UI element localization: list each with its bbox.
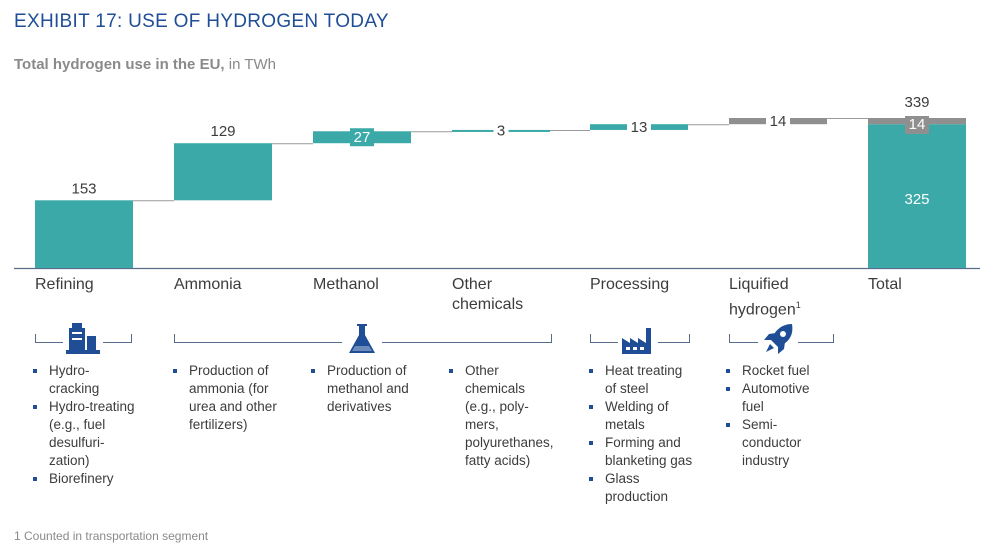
total-grey-label-bg: [905, 116, 929, 134]
bar-total-teal: [868, 124, 966, 268]
category-label-methanol: Methanol: [313, 276, 379, 293]
category-label-ammonia: Ammonia: [174, 276, 242, 293]
uses-list-liquified: Rocket fuel Automotive fuel Semi- conduc…: [726, 362, 810, 470]
exhibit-title: EXHIBIT 17: USE OF HYDROGEN TODAY: [14, 11, 389, 32]
value-label-bg-methanol: [350, 128, 374, 147]
value-label-bg-processing: [627, 118, 651, 137]
value-label-ammonia: 129: [210, 123, 235, 140]
list-item: Hydro- cracking: [33, 362, 135, 398]
uses-list-processing: Heat treating of steel Welding of metals…: [589, 362, 692, 506]
value-label-refining: 153: [71, 180, 96, 197]
list-item: Production of ammonia (for urea and othe…: [173, 362, 277, 434]
uses-list-refining: Hydro- cracking Hydro-treating (e.g., fu…: [33, 362, 135, 488]
category-label-refining: Refining: [35, 276, 94, 293]
value-label-total: 339: [904, 94, 929, 111]
refinery-icon: [63, 320, 103, 360]
category-label-processing: Processing: [590, 276, 670, 293]
value-label-total-teal: 325: [904, 191, 929, 208]
value-label-liquified-hydrogen: 14: [770, 113, 787, 130]
chart-subtitle: Total hydrogen use in the EU, in TWh: [14, 56, 276, 73]
value-label-processing: 13: [631, 119, 648, 136]
factory-icon: [618, 320, 658, 360]
uses-list-other-chemicals: Other chemicals (e.g., poly- mers, polyu…: [449, 362, 554, 470]
subtitle-bold: Total hydrogen use in the EU,: [14, 56, 225, 73]
liquified-label-text: Liquified hydrogen: [729, 276, 796, 319]
list-item: Other chemicals (e.g., poly- mers, polyu…: [449, 362, 554, 470]
value-label-total-grey: 14: [909, 116, 926, 133]
list-item: Semi- conductor industry: [726, 416, 810, 470]
category-label-other-chemicals: Other chemicals: [452, 276, 524, 313]
category-label-total: Total: [868, 276, 902, 293]
bar-ammonia: [174, 143, 272, 201]
uses-list-methanol: Production of methanol and derivatives: [311, 362, 409, 416]
list-item: Heat treating of steel: [589, 362, 692, 398]
uses-list-ammonia: Production of ammonia (for urea and othe…: [173, 362, 277, 434]
list-item: Biorefinery: [33, 470, 135, 488]
list-item: Forming and blanketing gas: [589, 434, 692, 470]
list-item: Glass production: [589, 470, 692, 506]
subtitle-unit: in TWh: [224, 56, 276, 73]
list-item: Hydro-treating (e.g., fuel desulfuri- za…: [33, 398, 135, 470]
waterfall-chart: 153 129 27 3 13 14 14 325 339: [14, 94, 980, 270]
value-label-bg-other-chemicals: [493, 121, 509, 140]
list-item: Welding of metals: [589, 398, 692, 434]
rocket-icon: [758, 320, 798, 360]
category-label-liquified-hydrogen: Liquified hydrogen1: [729, 275, 801, 320]
list-item: Production of methanol and derivatives: [311, 362, 409, 416]
list-item: Automotive fuel: [726, 380, 810, 416]
flask-icon: [342, 320, 382, 360]
value-label-other-chemicals: 3: [497, 123, 505, 140]
value-label-methanol: 27: [354, 129, 371, 146]
footnote-marker: 1: [795, 300, 801, 310]
value-label-bg-liquified-hydrogen: [766, 112, 790, 131]
footnote: 1 Counted in transportation segment: [14, 529, 209, 543]
bar-refining: [35, 200, 133, 268]
list-item: Rocket fuel: [726, 362, 810, 380]
